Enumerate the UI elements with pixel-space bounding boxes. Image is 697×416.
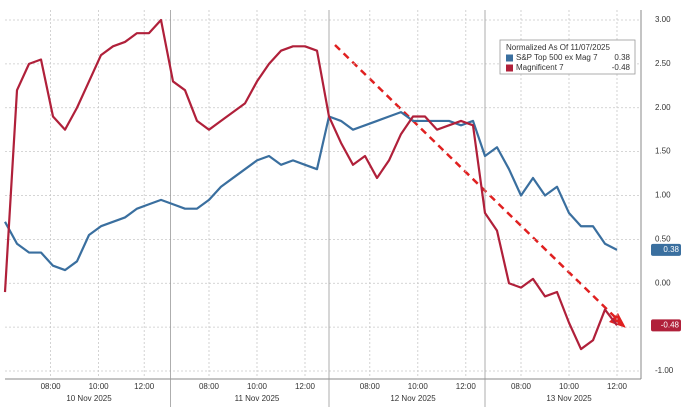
y-tick-label: 2.00: [655, 103, 671, 112]
y-tick-label: 3.00: [655, 15, 671, 24]
x-tick-label: 10:00: [408, 382, 429, 391]
x-tick-label: 12:00: [134, 382, 155, 391]
x-tick-label: 12:00: [456, 382, 477, 391]
x-tick-label: 08:00: [199, 382, 220, 391]
legend-swatch: [506, 64, 513, 72]
y-tick-label: 1.50: [655, 147, 671, 156]
legend-value: 0.38: [614, 53, 630, 62]
legend-label: S&P Top 500 ex Mag 7: [516, 53, 598, 62]
legend-value: -0.48: [612, 63, 631, 72]
y-tick-label: -1.00: [655, 366, 674, 375]
series-line: [4, 111, 618, 272]
x-tick-label: 08:00: [360, 382, 381, 391]
trend-arrowhead: [609, 313, 626, 328]
x-tick-label: 10:00: [247, 382, 268, 391]
trend-arrow: [334, 44, 619, 321]
y-tick-label: 0.50: [655, 234, 671, 243]
legend-box: [499, 39, 636, 75]
day-label: 12 Nov 2025: [390, 394, 436, 403]
legend-swatch: [506, 54, 513, 62]
y-tick-label: 1.00: [655, 191, 671, 200]
day-label: 13 Nov 2025: [546, 394, 592, 403]
series-line: [3, 18, 618, 351]
legend-title: Normalized As Of 11/07/2025: [506, 43, 610, 52]
x-tick-label: 10:00: [559, 382, 580, 391]
day-label: 10 Nov 2025: [66, 394, 112, 403]
end-value-tag: [651, 319, 681, 332]
end-value-label: -0.48: [661, 320, 680, 329]
x-tick-label: 12:00: [607, 382, 628, 391]
legend: Normalized As Of 11/07/2025 S&P Top 500 …: [499, 39, 636, 75]
y-tick-label: 0.00: [655, 278, 671, 287]
x-tick-label: 08:00: [511, 382, 532, 391]
y-tick-label: 2.50: [655, 59, 671, 68]
legend-label: Magnificent 7: [516, 63, 564, 72]
x-tick-label: 10:00: [89, 382, 110, 391]
day-label: 11 Nov 2025: [235, 394, 280, 403]
x-tick-label: 08:00: [41, 382, 62, 391]
end-value-label: 0.38: [663, 245, 679, 254]
x-tick-label: 12:00: [295, 382, 316, 391]
end-value-tag: [651, 243, 681, 256]
